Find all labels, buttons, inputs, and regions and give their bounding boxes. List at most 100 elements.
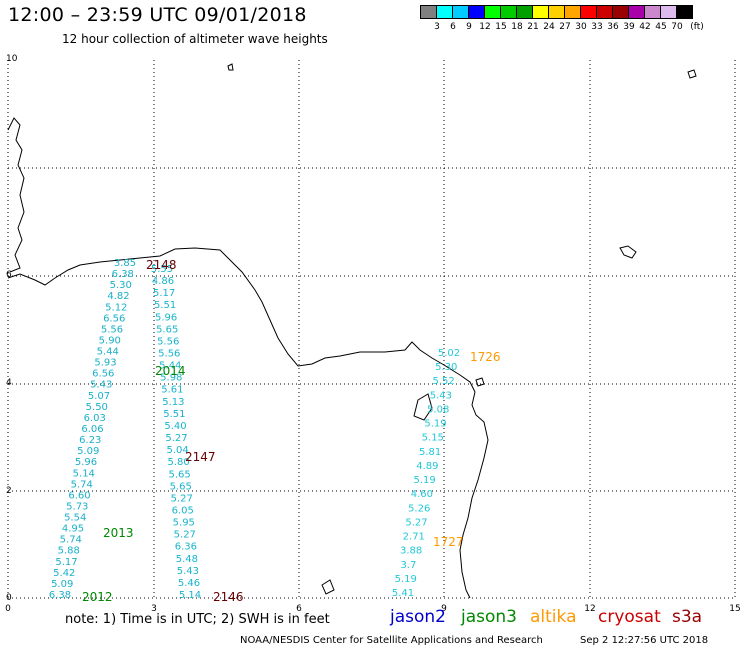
wave-height-value: 5.15: [422, 433, 444, 444]
wave-height-value: 5.65: [156, 324, 178, 335]
legend-tick-label: 21: [527, 22, 539, 32]
wave-height-value: 5.30: [110, 280, 132, 291]
legend-tick-label: 18: [511, 22, 523, 32]
satellite-legend-jason2: jason2: [390, 607, 446, 627]
wave-height-value: 5.73: [66, 502, 88, 513]
pass-number-label: 2148: [146, 258, 177, 272]
wave-height-value: 5.27: [405, 517, 427, 528]
axis-tick-labels: 0 3 6 9 12 15 10 6 4 2 0: [5, 54, 740, 614]
wave-height-value: 5.46: [178, 578, 200, 589]
wave-height-value: 5.43: [90, 380, 112, 391]
wave-height-value: 5.40: [164, 421, 186, 432]
page-title: 12:00 – 23:59 UTC 09/01/2018: [8, 4, 307, 26]
pass-number-label: 2147: [185, 450, 216, 464]
wave-height-value: 5.51: [154, 300, 176, 311]
wave-height-value: 5.09: [77, 446, 99, 457]
wave-height-value: 5.14: [73, 468, 95, 479]
wave-height-value: 6.36: [175, 542, 197, 553]
wave-height-value: 5.27: [174, 530, 196, 541]
satellite-legend-jason3: jason3: [461, 607, 517, 627]
color-legend-ticks: 3 6 9 12 15 18 21 24 27 30 33 36 39 42 45 70 (ft): [421, 22, 740, 34]
x-tick-label: 9: [441, 604, 447, 614]
y-tick-label: 4: [6, 378, 12, 388]
wave-height-value: 4.95: [62, 524, 84, 535]
island-ne: [475, 377, 485, 387]
island-east-1: [619, 245, 637, 259]
island-gulf: [413, 393, 433, 421]
island-south-1: [321, 579, 335, 595]
map-grid: [7, 60, 736, 599]
wave-height-value: 6.56: [103, 313, 125, 324]
pass-number-label: 1727: [433, 535, 464, 549]
pass-number-label: 1726: [470, 350, 501, 364]
satellite-legend-cryosat: cryosat: [598, 607, 661, 627]
wave-height-value: 5.04: [166, 445, 188, 456]
legend-tick-label: 27: [559, 22, 571, 32]
wave-height-value: 6.60: [68, 490, 90, 501]
island-east-2: [687, 69, 697, 79]
wave-height-value: 5.17: [55, 557, 77, 568]
wave-height-value: 5.44: [97, 347, 119, 358]
wave-height-value: 5.07: [88, 391, 110, 402]
legend-tick-label: 12: [479, 22, 491, 32]
x-tick-label: 6: [296, 604, 302, 614]
color-legend: [420, 5, 693, 19]
pass-number-label: 2013: [103, 526, 134, 540]
wave-height-value: 6.38: [49, 590, 71, 601]
wave-height-value: 6.38: [112, 269, 134, 280]
wave-height-value: 5.41: [392, 588, 414, 599]
wave-height-value: 5.54: [64, 513, 86, 524]
legend-tick-label: 39: [623, 22, 635, 32]
pass-number-label: 2146: [213, 590, 244, 604]
y-tick-label: 2: [6, 486, 12, 496]
wave-height-value: 5.42: [53, 568, 75, 579]
wave-height-value: 5.56: [157, 336, 179, 347]
wave-height-value: 5.09: [51, 579, 73, 590]
wave-height-value: 6.56: [92, 369, 114, 380]
wave-height-value: 5.12: [105, 302, 127, 313]
wave-height-value: 3.88: [400, 546, 422, 557]
wave-height-value: 5.17: [153, 288, 175, 299]
wave-height-value: 5.81: [419, 447, 441, 458]
island-north: [227, 63, 234, 71]
wave-height-value: 5.27: [171, 493, 193, 504]
wave-height-value: 5.74: [71, 479, 93, 490]
wave-height-value: 2.71: [403, 532, 425, 543]
x-tick-label: 15: [729, 604, 740, 614]
legend-tick-label: 6: [450, 22, 456, 32]
wave-height-value: 5.55: [151, 264, 173, 275]
wave-height-value: 5.98: [160, 373, 182, 384]
wave-height-value: 4.60: [411, 489, 433, 500]
wave-height-value: 4.82: [107, 291, 129, 302]
y-tick-label: 6: [6, 270, 12, 280]
coastline-west: [7, 117, 25, 273]
wave-height-value: 5.56: [158, 349, 180, 360]
legend-tick-label: 45: [655, 22, 667, 32]
wave-height-value: 5.52: [432, 376, 454, 387]
wave-height-value: 5.19: [424, 419, 446, 430]
satellite-legend-s3a: s3a: [672, 607, 703, 627]
wave-height-value: 5.96: [75, 457, 97, 468]
wave-height-value: 5.13: [162, 397, 184, 408]
y-tick-label: 10: [6, 54, 18, 64]
legend-tick-label: 33: [591, 22, 603, 32]
wave-height-value: 5.74: [60, 535, 82, 546]
legend-tick-label: 15: [495, 22, 507, 32]
wave-height-value: 5.30: [435, 362, 457, 373]
wave-height-value: 6.05: [172, 506, 194, 517]
wave-height-value: 5.96: [155, 312, 177, 323]
wave-height-value: 5.93: [94, 358, 116, 369]
page-subtitle: 12 hour collection of altimeter wave hei…: [62, 32, 328, 46]
legend-tick-label: 9: [466, 22, 472, 32]
coastline: [7, 63, 697, 599]
satellite-legend-altika: altika: [530, 607, 577, 627]
legend-tick-label: 3: [434, 22, 440, 32]
legend-tick-label: 42: [639, 22, 651, 32]
wave-height-value: 5.61: [161, 385, 183, 396]
wave-height-value: 5.19: [413, 475, 435, 486]
wave-height-value: 5.56: [101, 324, 123, 335]
wave-height-value: 6.03: [84, 413, 106, 424]
track-values: 6.385.095.425.175.885.744.955.545.736.60…: [49, 258, 460, 601]
footer-note: note: 1) Time is in UTC; 2) SWH is in fe…: [65, 612, 330, 627]
x-tick-label: 0: [5, 604, 11, 614]
